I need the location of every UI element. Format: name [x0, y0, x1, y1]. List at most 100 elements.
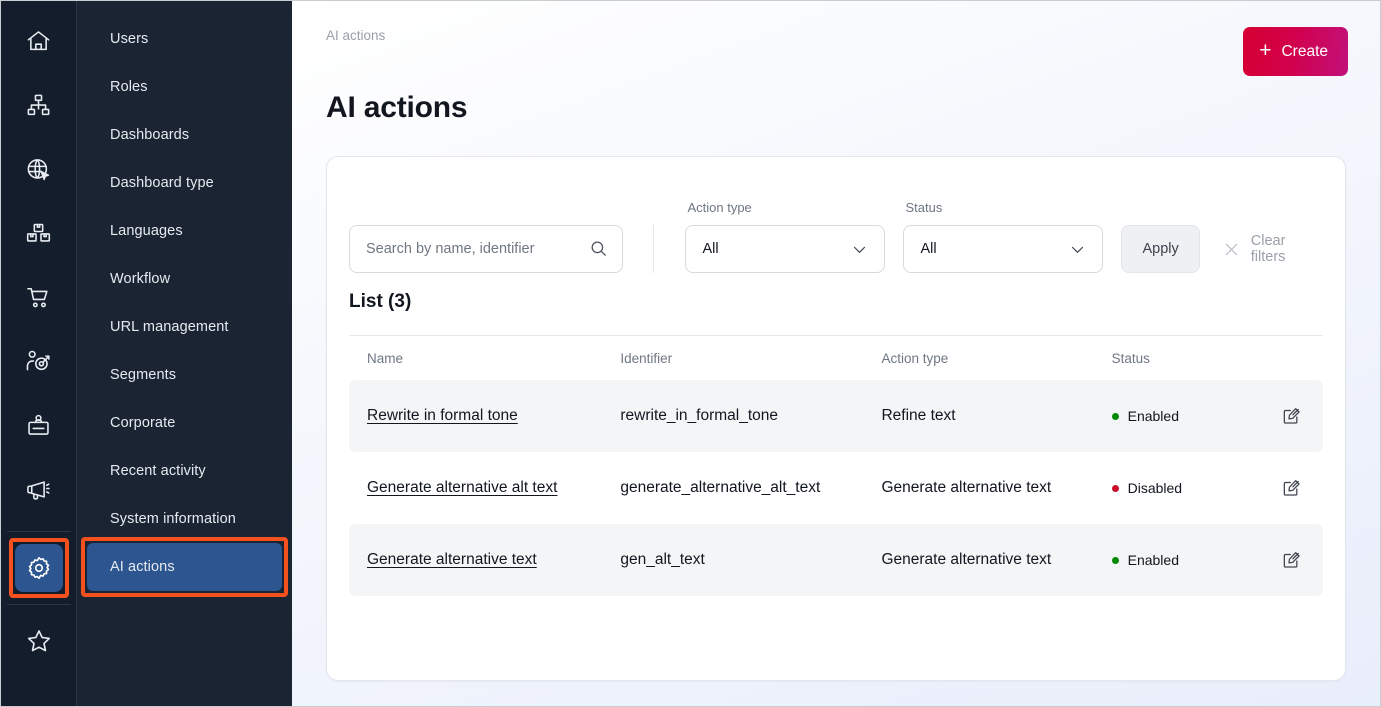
action-type-label: Action type [687, 200, 752, 215]
content-card: Action type All Status All [326, 156, 1346, 681]
star-icon[interactable] [15, 617, 63, 665]
plus-icon: + [1259, 39, 1272, 62]
row-name-link[interactable]: Rewrite in formal tone [367, 407, 518, 424]
main-content: AI actions + Create AI actions [292, 1, 1380, 706]
row-status-cell: Enabled [1111, 552, 1247, 568]
search-input[interactable] [349, 225, 623, 273]
table-header-row: Name Identifier Action type Status [349, 336, 1323, 380]
breadcrumb: AI actions [326, 28, 386, 43]
column-header-status: Status [1111, 350, 1150, 366]
clear-filters-label: Clear filters [1250, 233, 1286, 265]
sidebar-item-segments[interactable]: Segments [87, 351, 282, 399]
table-row: Generate alternative text gen_alt_text G… [349, 524, 1323, 596]
filter-bar: Action type All Status All [327, 157, 1345, 273]
sidebar-item-label: Recent activity [110, 463, 206, 479]
row-identifier-cell: generate_alternative_alt_text [620, 479, 821, 496]
audience-target-icon[interactable] [15, 337, 63, 385]
row-name-cell: Generate alternative alt text [367, 479, 620, 497]
create-button[interactable]: + Create [1243, 27, 1348, 76]
action-type-select[interactable]: All [685, 225, 886, 273]
row-action-type-cell: Generate alternative text [881, 479, 1052, 496]
status-select[interactable]: All [903, 225, 1104, 273]
apply-button[interactable]: Apply [1121, 225, 1200, 273]
status-text: Disabled [1127, 480, 1183, 496]
edit-pencil-icon[interactable] [1277, 546, 1305, 574]
status-dot-icon [1111, 412, 1119, 420]
top-bar: AI actions + Create [292, 1, 1380, 97]
table-row: Rewrite in formal tone rewrite_in_formal… [349, 380, 1323, 452]
table-row: Generate alternative alt text generate_a… [349, 452, 1323, 524]
row-name-link[interactable]: Generate alternative alt text [367, 479, 558, 496]
boxes-icon[interactable] [15, 209, 63, 257]
sidebar-item-label: URL management [110, 319, 229, 335]
action-type-value: All [702, 241, 719, 257]
page-title: AI actions [326, 91, 468, 124]
globe-cursor-icon[interactable] [15, 145, 63, 193]
row-actions-cell [1247, 474, 1305, 502]
cart-icon[interactable] [15, 273, 63, 321]
megaphone-icon[interactable] [15, 465, 63, 513]
sidebar-item-label: Languages [110, 223, 183, 239]
row-status-cell: Enabled [1111, 408, 1247, 424]
row-action-type-cell: Refine text [881, 407, 956, 424]
sitemap-icon[interactable] [15, 81, 63, 129]
filter-divider [652, 225, 654, 273]
sidebar-item-users[interactable]: Users [87, 15, 282, 63]
id-card-icon[interactable] [15, 401, 63, 449]
sidebar-item-corporate[interactable]: Corporate [87, 399, 282, 447]
sidebar-item-ai-actions[interactable]: AI actions [81, 537, 288, 597]
ai-actions-table: Name Identifier Action type Status Rewri… [349, 335, 1323, 596]
row-name-cell: Generate alternative text [367, 551, 620, 569]
sidebar-item-roles[interactable]: Roles [87, 63, 282, 111]
sidebar-item-languages[interactable]: Languages [87, 207, 282, 255]
sidebar-item-label: Workflow [110, 271, 171, 287]
row-identifier-cell: rewrite_in_formal_tone [620, 407, 779, 424]
create-button-label: Create [1281, 42, 1328, 60]
sidebar-item-url-management[interactable]: URL management [87, 303, 282, 351]
sidebar-item-label: System information [110, 511, 236, 527]
gear-icon[interactable] [8, 538, 69, 598]
row-identifier-cell: gen_alt_text [620, 551, 705, 568]
row-action-type-cell: Generate alternative text [881, 551, 1052, 568]
sidebar-item-dashboard-type[interactable]: Dashboard type [87, 159, 282, 207]
sidebar-item-label: Dashboards [110, 127, 190, 143]
column-header-action-type: Action type [881, 350, 949, 366]
secondary-sidebar: Users Roles Dashboards Dashboard type La… [77, 1, 292, 706]
primary-icon-rail [1, 1, 77, 706]
edit-pencil-icon[interactable] [1277, 402, 1305, 430]
sidebar-item-label: Corporate [110, 415, 176, 431]
row-actions-cell [1247, 402, 1305, 430]
status-value: All [920, 241, 937, 257]
rail-divider-bottom [6, 604, 71, 605]
status-label: Status [905, 200, 943, 215]
edit-pencil-icon[interactable] [1277, 474, 1305, 502]
row-name-link[interactable]: Generate alternative text [367, 551, 537, 568]
sidebar-item-label: Roles [110, 79, 148, 95]
home-icon[interactable] [15, 17, 63, 65]
rail-divider-top [6, 531, 71, 532]
sidebar-item-label: Users [110, 31, 149, 47]
list-title: List (3) [349, 291, 412, 312]
status-badge: Disabled [1111, 480, 1247, 496]
sidebar-item-label: Dashboard type [110, 175, 214, 191]
status-dot-icon [1111, 556, 1119, 564]
status-badge: Enabled [1111, 408, 1247, 424]
sidebar-item-recent-activity[interactable]: Recent activity [87, 447, 282, 495]
sidebar-item-label: AI actions [110, 559, 175, 575]
status-text: Enabled [1127, 552, 1179, 568]
sidebar-item-workflow[interactable]: Workflow [87, 255, 282, 303]
status-filter: Status All [903, 200, 1104, 273]
status-dot-icon [1111, 484, 1119, 492]
clear-filters-button[interactable]: Clear filters [1222, 225, 1321, 273]
row-name-cell: Rewrite in formal tone [367, 407, 620, 425]
sidebar-item-system-information[interactable]: System information [87, 495, 282, 543]
sidebar-item-dashboards[interactable]: Dashboards [87, 111, 282, 159]
status-text: Enabled [1127, 408, 1179, 424]
column-header-identifier: Identifier [620, 350, 673, 366]
status-badge: Enabled [1111, 552, 1247, 568]
search-field-wrapper [349, 225, 623, 273]
action-type-filter: Action type All [685, 200, 886, 273]
close-icon [1222, 240, 1241, 259]
row-actions-cell [1247, 546, 1305, 574]
